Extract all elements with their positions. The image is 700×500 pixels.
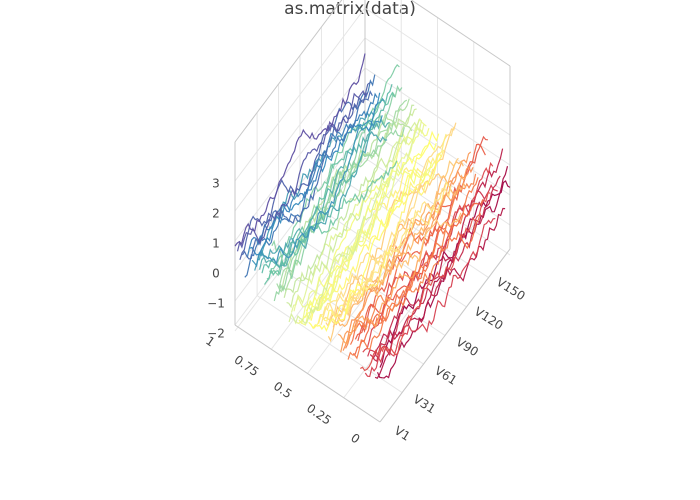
y-tick-label: 0.25 xyxy=(304,401,334,428)
series-line xyxy=(271,85,403,279)
x-tick-label: V120 xyxy=(472,304,506,332)
series-line xyxy=(379,180,511,368)
series-line xyxy=(327,157,459,343)
series-line xyxy=(360,191,491,372)
series-line xyxy=(337,172,469,345)
series-line xyxy=(259,117,390,270)
series-line xyxy=(273,127,405,302)
series-line xyxy=(286,108,417,309)
series-line xyxy=(254,97,386,271)
z-tick-label: 1 xyxy=(212,237,220,251)
series-line xyxy=(372,148,504,360)
z-tick-label: −1 xyxy=(207,297,225,311)
x-tick-label: V150 xyxy=(494,275,528,303)
x-tick-label: V31 xyxy=(411,392,438,416)
grid-line xyxy=(343,224,475,399)
x-tick-label: V90 xyxy=(454,335,481,359)
series-line xyxy=(256,130,388,261)
series-line xyxy=(369,175,501,363)
chart-title: as.matrix(data) xyxy=(284,0,416,19)
series-line xyxy=(345,173,477,349)
series-line xyxy=(323,126,455,322)
y-tick-label: 0.75 xyxy=(232,352,262,379)
series-line xyxy=(241,89,373,260)
axis-edge xyxy=(234,324,381,423)
x-tick-label: V1 xyxy=(392,423,413,443)
series-line xyxy=(293,124,425,312)
series-line xyxy=(288,119,420,325)
series-line xyxy=(244,74,376,278)
axis-edge xyxy=(410,0,511,67)
series-line xyxy=(352,199,484,355)
series-line xyxy=(347,177,479,360)
series-line xyxy=(300,162,432,324)
series-line xyxy=(364,217,496,378)
series-line xyxy=(234,53,366,247)
series-line xyxy=(330,212,462,320)
series-line xyxy=(318,180,450,324)
z-tick-label: 0 xyxy=(212,267,220,281)
y-tick-label: 0 xyxy=(348,431,362,447)
series-lines xyxy=(234,53,511,379)
z-tick-label: −2 xyxy=(207,327,225,341)
series-line xyxy=(308,130,440,332)
y-tick-label: 0.5 xyxy=(271,379,295,401)
z-tick-label: 2 xyxy=(212,207,220,221)
series-line xyxy=(340,151,472,353)
z-tick-label: 3 xyxy=(212,177,220,191)
series-line xyxy=(236,89,368,252)
series-line xyxy=(249,92,381,256)
x-tick-label: V61 xyxy=(432,363,459,387)
axis-edge xyxy=(234,0,343,143)
axis-edge xyxy=(379,248,511,423)
series-line xyxy=(313,149,445,329)
series-line xyxy=(251,115,383,268)
